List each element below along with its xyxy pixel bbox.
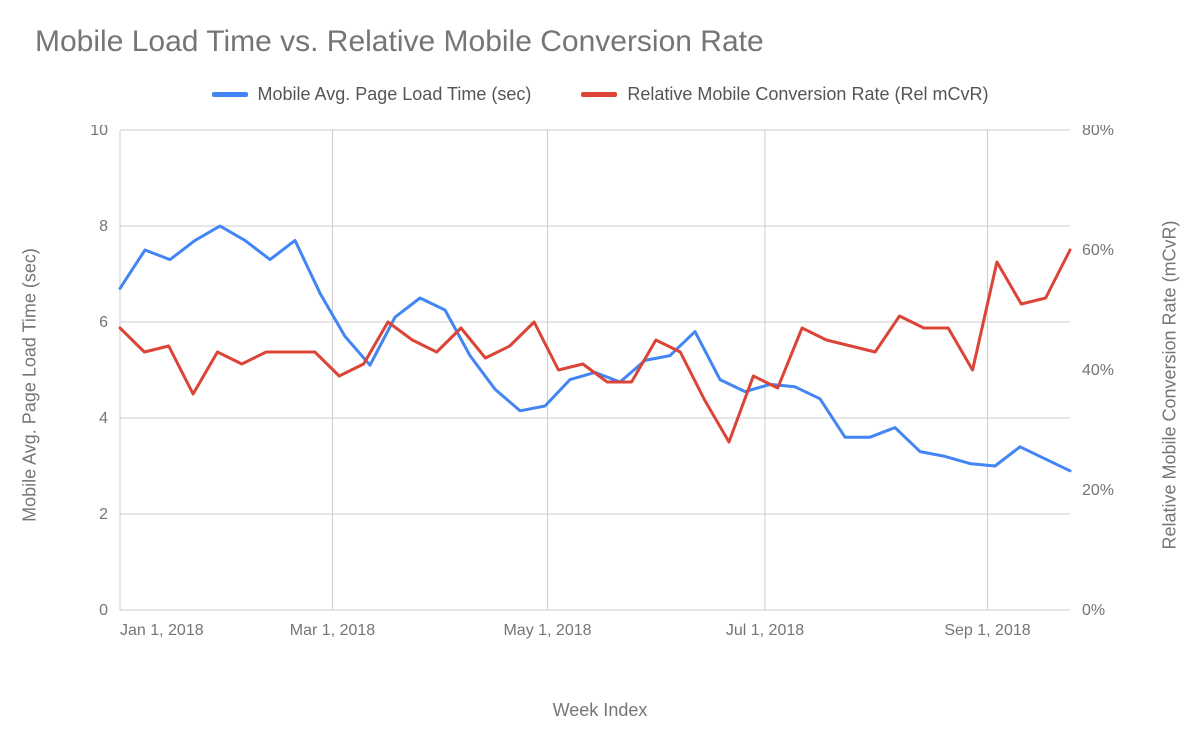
x-axis-label: Week Index (50, 700, 1150, 721)
legend-item-2: Relative Mobile Conversion Rate (Rel mCv… (581, 84, 988, 105)
svg-text:0%: 0% (1082, 602, 1105, 619)
legend-swatch-2 (581, 92, 617, 97)
svg-text:6: 6 (99, 314, 108, 331)
chart-container: Mobile Load Time vs. Relative Mobile Con… (0, 0, 1200, 742)
svg-text:80%: 80% (1082, 125, 1114, 139)
svg-text:10: 10 (90, 125, 108, 139)
svg-text:0: 0 (99, 602, 108, 619)
legend-label-2: Relative Mobile Conversion Rate (Rel mCv… (627, 84, 988, 105)
plot-svg: 0 2 4 6 8 10 0% 20% 40% 60% 80% Jan 1, 2018 Mar 1, 2… (50, 125, 1150, 645)
legend-item-1: Mobile Avg. Page Load Time (sec) (212, 84, 532, 105)
svg-text:2: 2 (99, 506, 108, 523)
svg-text:40%: 40% (1082, 362, 1114, 379)
y-axis-right-label: Relative Mobile Conversion Rate (mCvR) (1160, 220, 1181, 549)
svg-text:60%: 60% (1082, 242, 1114, 259)
legend-swatch-1 (212, 92, 248, 97)
svg-text:4: 4 (99, 410, 108, 427)
chart-title: Mobile Load Time vs. Relative Mobile Con… (35, 25, 1170, 59)
plot-area: Mobile Avg. Page Load Time (sec) Relativ… (50, 125, 1150, 645)
legend-label-1: Mobile Avg. Page Load Time (sec) (258, 84, 532, 105)
svg-text:Sep 1, 2018: Sep 1, 2018 (944, 622, 1030, 639)
svg-text:20%: 20% (1082, 482, 1114, 499)
svg-text:Mar 1, 2018: Mar 1, 2018 (290, 622, 375, 639)
svg-text:Jul 1, 2018: Jul 1, 2018 (726, 622, 804, 639)
svg-text:Jan 1, 2018: Jan 1, 2018 (120, 622, 204, 639)
svg-text:May 1, 2018: May 1, 2018 (503, 622, 591, 639)
y-axis-left-label: Mobile Avg. Page Load Time (sec) (20, 248, 41, 522)
legend: Mobile Avg. Page Load Time (sec) Relativ… (30, 84, 1170, 105)
svg-text:8: 8 (99, 218, 108, 235)
